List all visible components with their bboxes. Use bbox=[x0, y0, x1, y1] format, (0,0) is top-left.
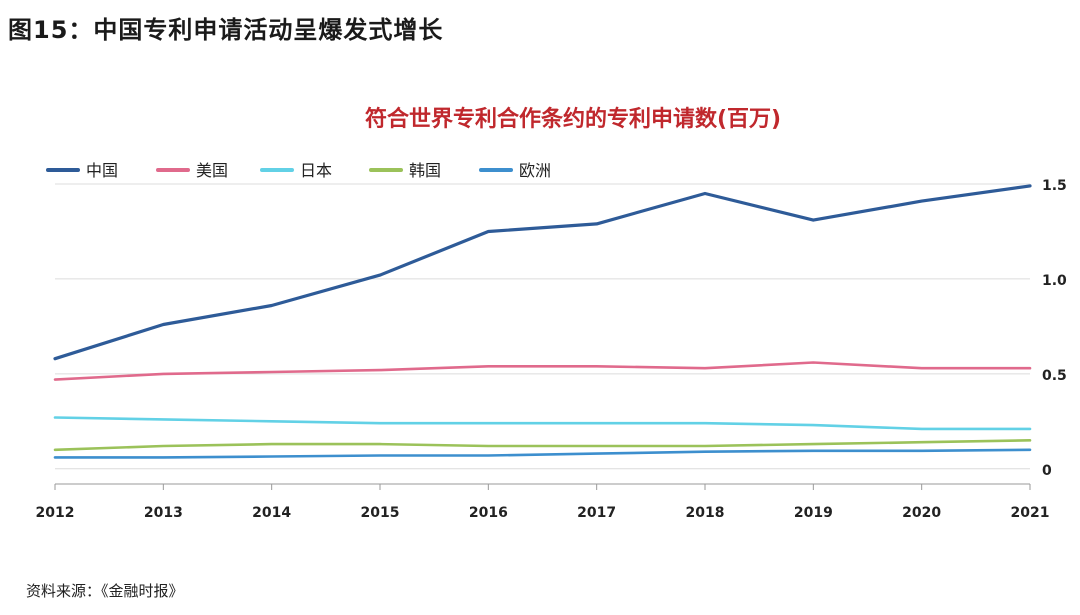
x-tick-label: 2012 bbox=[36, 505, 75, 521]
x-axis: 2012 2013 2014 2015 2016 2017 2018 2019 2020 2021 bbox=[36, 483, 1050, 521]
legend-label: 日本 bbox=[300, 161, 332, 180]
legend-label: 欧洲 bbox=[519, 161, 551, 180]
y-axis: 0 0.5 1.0 1.5 bbox=[1042, 178, 1067, 479]
legend-item: 美国 bbox=[156, 161, 228, 180]
legend-label: 韩国 bbox=[409, 161, 441, 180]
y-tick-label: 1.0 bbox=[1042, 273, 1067, 289]
x-tick-label: 2017 bbox=[577, 505, 616, 521]
y-tick-label: 1.5 bbox=[1042, 178, 1067, 194]
x-tick-label: 2015 bbox=[361, 505, 400, 521]
legend-item: 欧洲 bbox=[479, 161, 551, 180]
legend-item: 中国 bbox=[46, 161, 118, 180]
x-tick-label: 2018 bbox=[686, 505, 725, 521]
legend-label: 中国 bbox=[86, 161, 118, 180]
x-tick-label: 2014 bbox=[252, 505, 291, 521]
legend-item: 日本 bbox=[260, 161, 332, 180]
series-line-0 bbox=[53, 184, 1032, 361]
y-tick-label: 0 bbox=[1042, 463, 1052, 479]
x-tick-label: 2016 bbox=[469, 505, 508, 521]
x-tick-label: 2019 bbox=[794, 505, 833, 521]
source-note: 资料来源：《金融时报》 bbox=[26, 582, 184, 600]
chart-legend: 中国 美国 日本 韩国 欧洲 bbox=[46, 161, 551, 180]
figure-title: 图15：中国专利申请活动呈爆发式增长 bbox=[8, 16, 444, 44]
legend-label: 美国 bbox=[196, 161, 228, 180]
legend-item: 韩国 bbox=[369, 161, 441, 180]
x-tick-label: 2020 bbox=[902, 505, 941, 521]
x-tick-label: 2021 bbox=[1011, 505, 1050, 521]
series-line-2 bbox=[53, 416, 1032, 431]
series-line-1 bbox=[53, 361, 1032, 381]
y-tick-label: 0.5 bbox=[1042, 368, 1067, 384]
series-line-4 bbox=[53, 448, 1032, 459]
series-lines bbox=[53, 184, 1032, 459]
chart-title: 符合世界专利合作条约的专利申请数(百万) bbox=[365, 106, 781, 132]
series-line-3 bbox=[53, 438, 1032, 452]
x-tick-label: 2013 bbox=[144, 505, 183, 521]
